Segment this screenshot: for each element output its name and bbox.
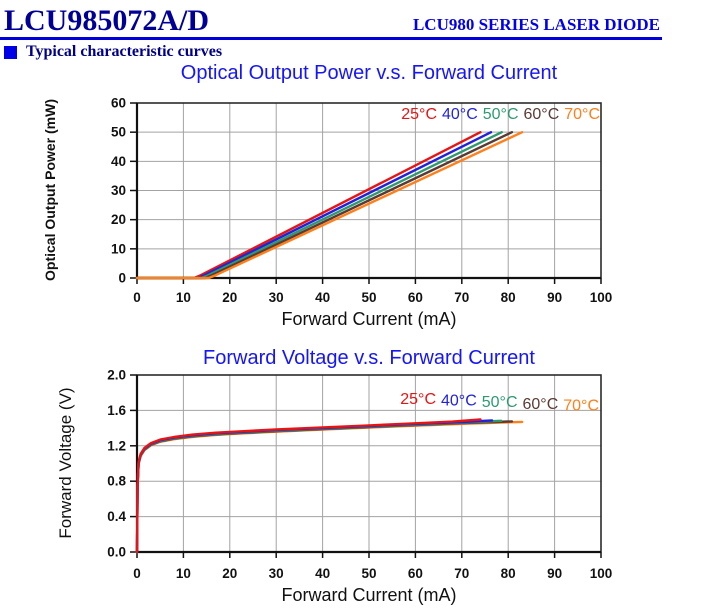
- x-tick-label: 60: [408, 566, 423, 581]
- x-tick-label: 100: [590, 290, 613, 305]
- legend-item: 50°C: [482, 106, 519, 123]
- legend-item: 70°C: [563, 397, 599, 415]
- legend-item: 70°C: [564, 106, 600, 123]
- x-tick-label: 50: [361, 290, 376, 305]
- y-tick-label: 0: [118, 271, 126, 286]
- x-tick-label: 40: [315, 290, 330, 305]
- x-tick-label: 50: [361, 566, 376, 581]
- chart2-title: Forward Voltage v.s. Forward Current: [203, 347, 535, 369]
- series-line-70°C: [135, 131, 524, 280]
- x-tick-label: 30: [269, 566, 284, 581]
- y-tick-label: 1.6: [107, 403, 126, 418]
- series-line-70°C: [135, 420, 524, 554]
- series-line-40°C: [135, 419, 494, 554]
- legend-item: 25°C: [401, 106, 437, 123]
- y-tick-label: 0.8: [107, 474, 126, 489]
- x-tick-label: 70: [454, 566, 469, 581]
- chart1-title: Optical Output Power v.s. Forward Curren…: [180, 62, 558, 84]
- y-tick-label: 10: [111, 241, 126, 256]
- x-tick-label: 90: [547, 566, 562, 581]
- x-tick-label: 80: [501, 290, 516, 305]
- legend-item: 50°C: [481, 394, 518, 412]
- chart2-legend: 25°C 40°C 50°C 60°C 70°C: [400, 391, 599, 414]
- x-tick-label: 80: [501, 566, 516, 581]
- y-tick-label: 20: [111, 212, 126, 227]
- legend-item: 40°C: [442, 106, 478, 123]
- li-curve-plot: 0 10 20 30 40 50 60 70 80 90 100 0 10 20 30 40 50 60: [111, 96, 613, 306]
- y-tick-label: 50: [111, 125, 126, 140]
- legend-item: 60°C: [522, 395, 559, 413]
- x-tick-label: 20: [222, 566, 237, 581]
- header-rule: [0, 37, 662, 40]
- legend-item: 25°C: [400, 391, 436, 408]
- x-tick-label: 0: [133, 566, 141, 581]
- series-line-25°C: [135, 131, 482, 280]
- y-tick-label: 2.0: [107, 368, 126, 383]
- chart2-x-axis-label: Forward Current (mA): [281, 585, 457, 605]
- x-tick-label: 10: [176, 290, 191, 305]
- section-title: Typical characteristic curves: [26, 43, 223, 60]
- chart1-legend: 25°C 40°C 50°C 60°C 70°C: [401, 106, 600, 124]
- series-line-25°C: [135, 418, 482, 554]
- series-header: LCU980 SERIES LASER DIODE: [412, 15, 660, 34]
- x-tick-label: 60: [408, 290, 423, 305]
- x-tick-label: 40: [315, 566, 330, 581]
- x-tick-label: 30: [269, 290, 284, 305]
- y-tick-label: 0.0: [107, 545, 126, 560]
- x-tick-label: 0: [133, 290, 141, 305]
- page-title: LCU985072A/D: [4, 4, 210, 37]
- x-tick-label: 20: [222, 290, 237, 305]
- y-tick-label: 60: [111, 96, 126, 111]
- legend-item: 60°C: [523, 106, 560, 123]
- series-line-60°C: [135, 420, 514, 554]
- iv-curve-plot: 0 10 20 30 40 50 60 70 80 90 100 0.0 0.4 0.8 1.2 1.6 2.0: [107, 368, 613, 581]
- x-tick-label: 90: [547, 290, 562, 305]
- y-tick-label: 40: [111, 154, 126, 169]
- y-tick-label: 1.2: [107, 438, 126, 453]
- legend-item: 40°C: [441, 392, 477, 410]
- x-tick-label: 70: [454, 290, 469, 305]
- series-line-50°C: [135, 419, 503, 554]
- x-tick-label: 100: [590, 566, 613, 581]
- chart1-x-axis-label: Forward Current (mA): [281, 309, 457, 329]
- y-tick-label: 30: [111, 183, 126, 198]
- section-bullet-icon: [4, 46, 17, 59]
- y-tick-label: 0.4: [107, 509, 126, 524]
- x-tick-label: 10: [176, 566, 191, 581]
